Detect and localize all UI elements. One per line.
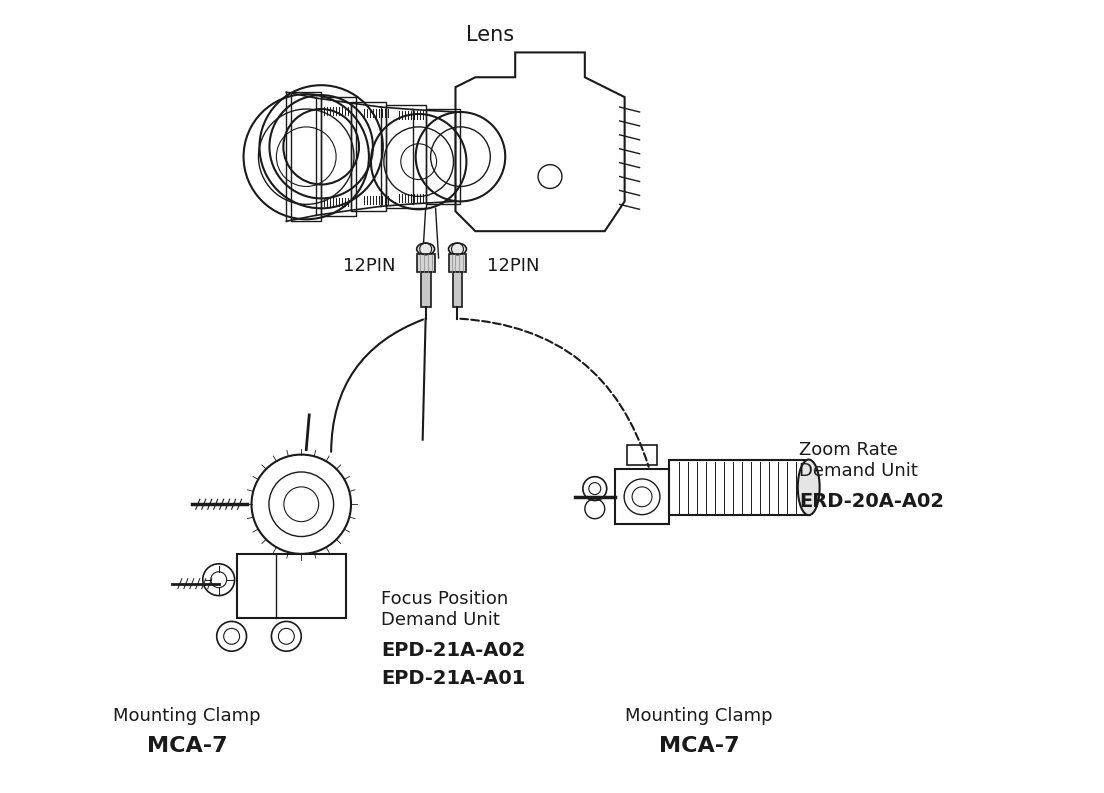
Bar: [236, 554, 346, 619]
Text: 12PIN: 12PIN: [343, 257, 396, 275]
Text: Zoom Rate: Zoom Rate: [799, 441, 898, 458]
Text: MCA-7: MCA-7: [147, 736, 227, 756]
Bar: [351, 102, 385, 211]
Bar: [291, 92, 321, 221]
Bar: [627, 445, 657, 465]
Bar: [321, 97, 355, 216]
Text: MCA-7: MCA-7: [659, 736, 740, 756]
Bar: [416, 254, 435, 272]
Bar: [448, 254, 466, 272]
Text: EPD-21A-A02: EPD-21A-A02: [381, 641, 526, 660]
Ellipse shape: [416, 243, 435, 255]
Text: Mounting Clamp: Mounting Clamp: [626, 707, 773, 725]
Bar: [385, 105, 426, 209]
Text: 12PIN: 12PIN: [487, 257, 540, 275]
Ellipse shape: [448, 243, 466, 255]
Bar: [669, 460, 809, 515]
Text: Lens: Lens: [466, 25, 514, 44]
Text: EPD-21A-A01: EPD-21A-A01: [381, 668, 526, 688]
Text: Demand Unit: Demand Unit: [381, 611, 500, 630]
Bar: [453, 272, 463, 307]
Bar: [615, 469, 669, 524]
Text: ERD-20A-A02: ERD-20A-A02: [799, 492, 944, 511]
Text: Focus Position: Focus Position: [381, 589, 508, 607]
Bar: [426, 109, 460, 205]
Text: Demand Unit: Demand Unit: [799, 462, 917, 481]
Text: Mounting Clamp: Mounting Clamp: [113, 707, 261, 725]
Ellipse shape: [798, 460, 819, 515]
Bar: [421, 272, 431, 307]
